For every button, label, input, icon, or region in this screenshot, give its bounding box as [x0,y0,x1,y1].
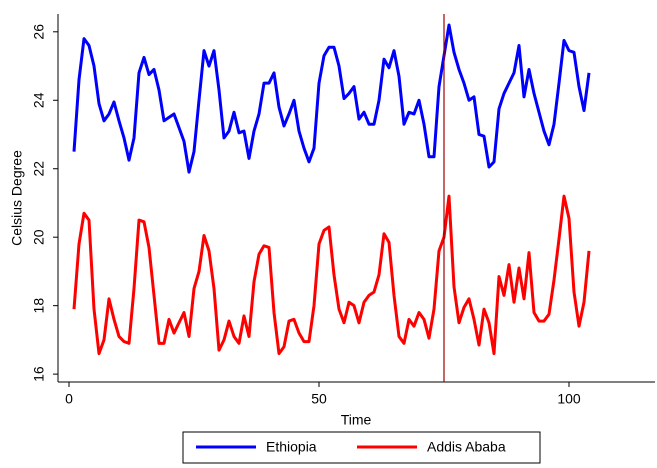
y-tick-label: 16 [31,366,47,382]
series-line [72,23,591,174]
series-line [72,194,591,356]
y-tick-label: 24 [31,92,47,108]
y-tick-label: 26 [31,24,47,40]
y-axis-title: Celsius Degree [9,150,25,246]
y-tick-label: 22 [31,161,47,177]
x-tick-label: 50 [311,391,327,407]
y-tick-label: 20 [31,229,47,245]
legend-label: Addis Ababa [427,439,506,455]
x-axis-title: Time [341,412,372,428]
y-tick-label: 18 [31,298,47,314]
legend-label: Ethiopia [266,439,317,455]
x-tick-label: 100 [557,391,581,407]
x-tick-label: 0 [65,391,73,407]
